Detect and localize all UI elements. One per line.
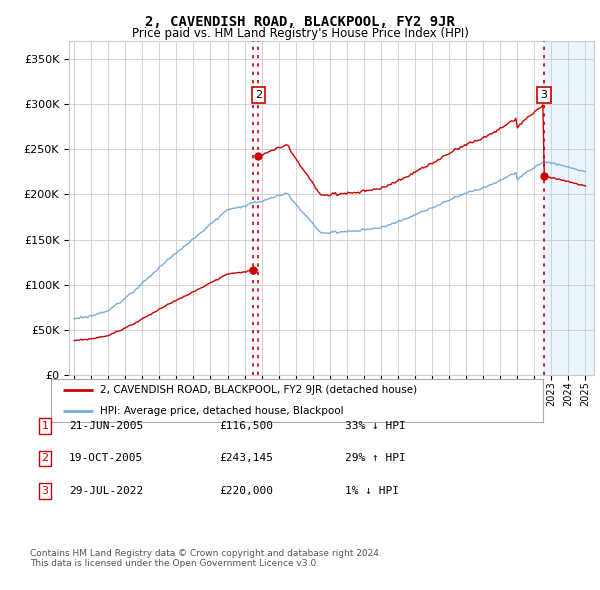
Text: 1% ↓ HPI: 1% ↓ HPI [345, 486, 399, 496]
Text: 21-JUN-2005: 21-JUN-2005 [69, 421, 143, 431]
Text: £220,000: £220,000 [219, 486, 273, 496]
Text: 2, CAVENDISH ROAD, BLACKPOOL, FY2 9JR (detached house): 2, CAVENDISH ROAD, BLACKPOOL, FY2 9JR (d… [100, 385, 418, 395]
Text: 29-JUL-2022: 29-JUL-2022 [69, 486, 143, 496]
Text: 2, CAVENDISH ROAD, BLACKPOOL, FY2 9JR: 2, CAVENDISH ROAD, BLACKPOOL, FY2 9JR [145, 15, 455, 29]
Text: Price paid vs. HM Land Registry's House Price Index (HPI): Price paid vs. HM Land Registry's House … [131, 27, 469, 40]
Text: 2: 2 [254, 90, 262, 100]
Text: 29% ↑ HPI: 29% ↑ HPI [345, 454, 406, 463]
Text: 3: 3 [541, 90, 548, 100]
Text: HPI: Average price, detached house, Blackpool: HPI: Average price, detached house, Blac… [100, 407, 344, 416]
Text: 3: 3 [41, 486, 49, 496]
Text: This data is licensed under the Open Government Licence v3.0.: This data is licensed under the Open Gov… [30, 559, 319, 568]
Text: 1: 1 [41, 421, 49, 431]
Text: 19-OCT-2005: 19-OCT-2005 [69, 454, 143, 463]
Text: 33% ↓ HPI: 33% ↓ HPI [345, 421, 406, 431]
Text: Contains HM Land Registry data © Crown copyright and database right 2024.: Contains HM Land Registry data © Crown c… [30, 549, 382, 558]
Text: £243,145: £243,145 [219, 454, 273, 463]
Text: 2: 2 [41, 454, 49, 463]
Bar [544, 41, 594, 375]
Text: £116,500: £116,500 [219, 421, 273, 431]
